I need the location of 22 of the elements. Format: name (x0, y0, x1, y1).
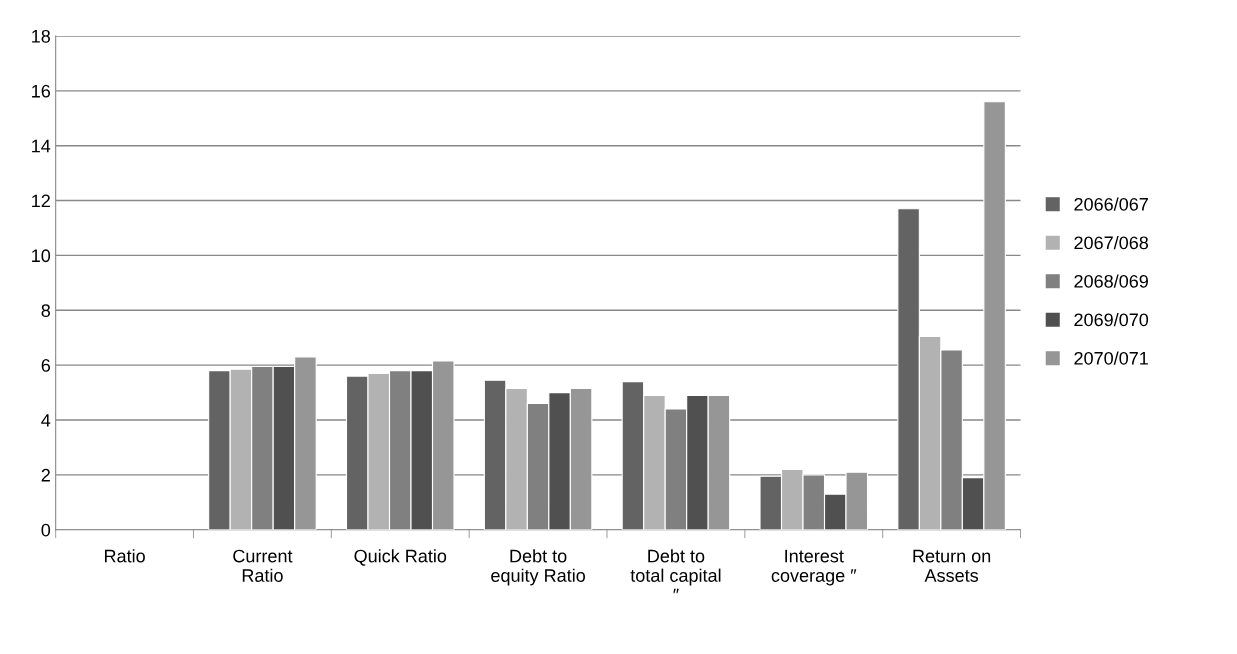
x-tick-label: Debt to equity Ratio (491, 549, 586, 586)
y-tick-label: 14 (32, 139, 51, 153)
x-tick-label: Interest coverage ″ (771, 549, 857, 586)
x-tick-label: Quick Ratio (354, 549, 447, 566)
legend-label: 2067/068 (1074, 235, 1149, 250)
y-tick-label: 12 (32, 194, 50, 208)
y-tick-label: 4 (41, 414, 51, 427)
y-tick-label: 10 (32, 249, 51, 263)
y-tick-label: 16 (32, 84, 51, 98)
legend-label: 2068/069 (1074, 274, 1148, 288)
y-tick-label: 2 (41, 468, 50, 482)
x-tick-label: Current Ratio (233, 549, 293, 582)
x-tick-label: Debt to total capital ″ (630, 549, 721, 594)
y-tick-label: 18 (32, 29, 51, 43)
x-tick-label: Return on Assets (913, 549, 991, 582)
y-tick-label: 6 (41, 359, 51, 372)
legend-label: 2069/070 (1074, 312, 1149, 327)
y-tick-label: 0 (41, 523, 51, 537)
legend-label: 2066/067 (1074, 197, 1148, 211)
legend-label: 2070/071 (1074, 351, 1148, 365)
y-tick-label: 8 (41, 304, 51, 318)
x-tick-label: Ratio (104, 549, 145, 563)
